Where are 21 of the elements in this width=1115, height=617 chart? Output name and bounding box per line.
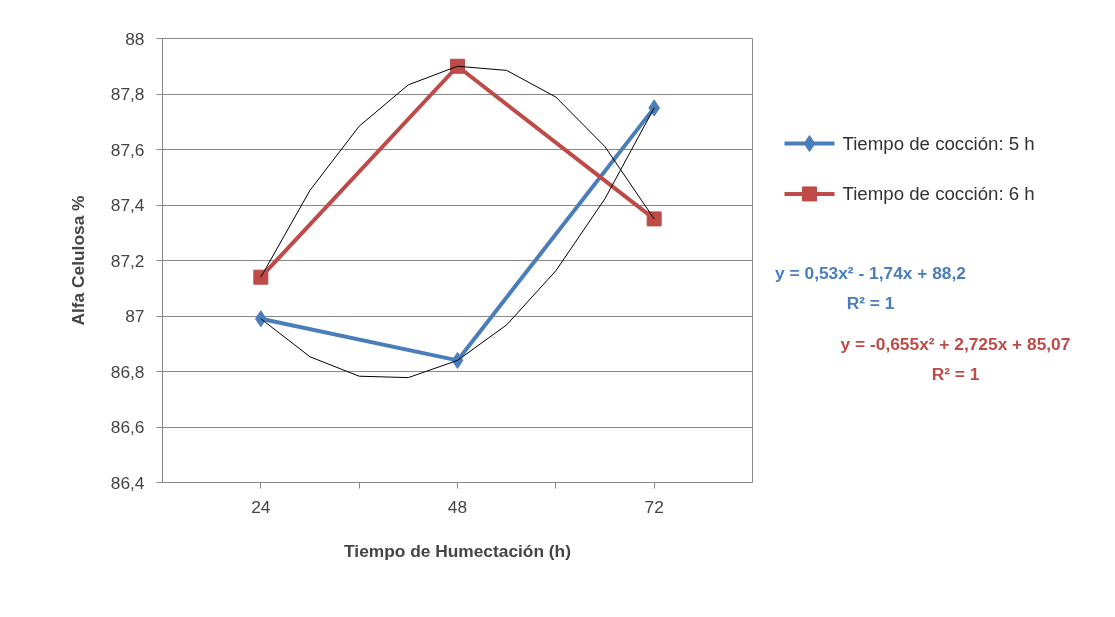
y-tick-label: 87,6	[110, 139, 145, 160]
text: y = -0,655x² + 2,725x + 85,07 R² = 1	[840, 333, 1071, 384]
x-tick-label: 48	[447, 496, 468, 517]
legend-label: Tiempo de cocción: 6 h	[842, 183, 1035, 205]
y-tick-label: 87,8	[110, 84, 145, 104]
y-tick-label: 87,2	[110, 250, 145, 271]
x-tick-label: 72	[644, 496, 664, 517]
point	[253, 269, 269, 285]
text: y = 0,53x² - 1,74x + 88,2 R² = 1	[775, 263, 966, 314]
x-tick-label: 24	[251, 496, 271, 517]
y-tick-label: 88	[125, 28, 145, 49]
y-tick-label: 86,4	[110, 472, 145, 493]
y-axis-title: Alfa Celulosa %	[67, 195, 88, 326]
y-tick-label: 87,4	[110, 195, 145, 215]
legend-label: Tiempo de cocción: 5 h	[842, 133, 1035, 155]
y-tick-label: 86,8	[110, 361, 145, 382]
x-axis-title: Tiempo de Humectación (h)	[344, 540, 571, 561]
y-tick-label: 87	[125, 306, 145, 326]
point	[450, 58, 465, 74]
y-tick-label: 86,6	[110, 417, 145, 437]
point	[646, 211, 662, 227]
